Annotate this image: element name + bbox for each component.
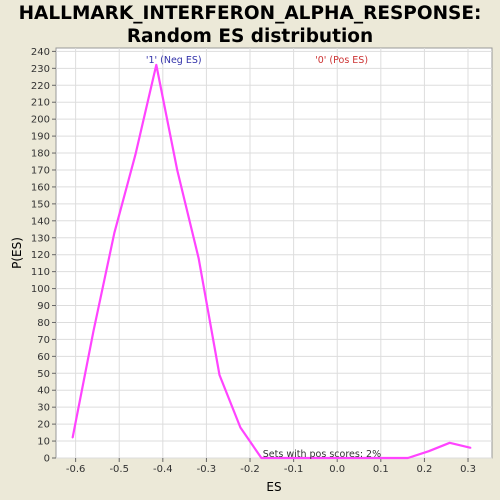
data-point [469, 447, 472, 449]
y-tick-label: 90 [37, 301, 50, 312]
x-tick-label: -0.6 [66, 464, 86, 475]
y-axis-label: P(ES) [10, 237, 24, 269]
legend-item: '0' (Pos ES) [315, 55, 368, 66]
y-tick-label: 50 [37, 369, 50, 380]
data-point [71, 436, 74, 439]
series-layer [71, 63, 472, 460]
y-tick-label: 200 [31, 115, 50, 126]
chart-subtitle: Random ES distribution [126, 26, 374, 47]
data-point [281, 457, 284, 459]
data-point [302, 457, 305, 459]
x-axis-ticks: -0.6 -0.5 -0.4 -0.3 -0.2 -0.1 0.0 0.1 0.2 0.3 [66, 458, 476, 475]
y-tick-label: 30 [37, 403, 50, 414]
grid-lines [56, 48, 492, 459]
y-tick-label: 220 [31, 81, 50, 92]
x-tick-label: 0.3 [460, 464, 476, 475]
data-point [386, 457, 388, 459]
x-tick-label: 0.1 [373, 464, 389, 475]
y-tick-label: 120 [31, 250, 50, 261]
x-tick-label: 0.2 [416, 464, 432, 475]
legend: '1' (Neg ES) '0' (Pos ES) [146, 55, 368, 66]
x-tick-label: 0.0 [329, 464, 345, 475]
y-tick-label: 210 [31, 98, 50, 109]
data-point [407, 457, 409, 459]
data-point [176, 169, 179, 171]
y-tick-label: 160 [31, 182, 50, 193]
y-tick-label: 0 [44, 454, 50, 465]
data-point [260, 457, 263, 459]
y-tick-label: 140 [31, 216, 50, 227]
y-tick-label: 180 [31, 149, 50, 160]
y-tick-label: 60 [37, 352, 50, 363]
y-tick-label: 70 [37, 335, 50, 346]
y-tick-label: 10 [37, 437, 50, 448]
y-tick-label: 190 [31, 132, 50, 143]
y-tick-label: 130 [31, 233, 50, 244]
x-tick-label: -0.1 [284, 464, 304, 475]
x-tick-label: -0.4 [153, 464, 173, 475]
y-tick-label: 230 [31, 64, 50, 75]
data-point [197, 257, 200, 259]
y-tick-label: 150 [31, 199, 50, 210]
chart-title-block: HALLMARK_INTERFERON_ALPHA_RESPONSE: Rand… [0, 2, 500, 48]
data-point [113, 231, 116, 234]
data-point [448, 441, 451, 444]
series-line [71, 63, 471, 460]
y-tick-label: 110 [31, 267, 50, 278]
y-tick-label: 20 [37, 420, 50, 431]
data-point [134, 153, 137, 156]
x-axis-label: ES [266, 480, 281, 494]
data-point [218, 374, 221, 376]
data-point [239, 426, 242, 429]
data-point [323, 457, 325, 459]
y-axis-ticks: 0 10 20 30 40 50 60 70 80 90 100 110 120 130 140 150 160… [31, 47, 56, 465]
y-tick-label: 240 [31, 47, 50, 58]
data-point [365, 457, 367, 459]
data-point [344, 457, 346, 459]
x-tick-label: -0.3 [197, 464, 217, 475]
data-point [155, 64, 158, 66]
y-tick-label: 40 [37, 386, 50, 397]
x-tick-label: -0.2 [240, 464, 260, 475]
y-tick-label: 170 [31, 165, 50, 176]
x-tick-label: -0.5 [109, 464, 129, 475]
plot-area [55, 47, 493, 459]
legend-item: '1' (Neg ES) [146, 55, 202, 66]
y-tick-label: 80 [37, 318, 50, 329]
data-point [427, 450, 430, 453]
y-tick-label: 100 [31, 284, 50, 295]
pos-scores-annotation: Sets with pos scores: 2% [263, 449, 381, 460]
data-point [92, 330, 95, 332]
chart-title: HALLMARK_INTERFERON_ALPHA_RESPONSE: [18, 3, 482, 24]
